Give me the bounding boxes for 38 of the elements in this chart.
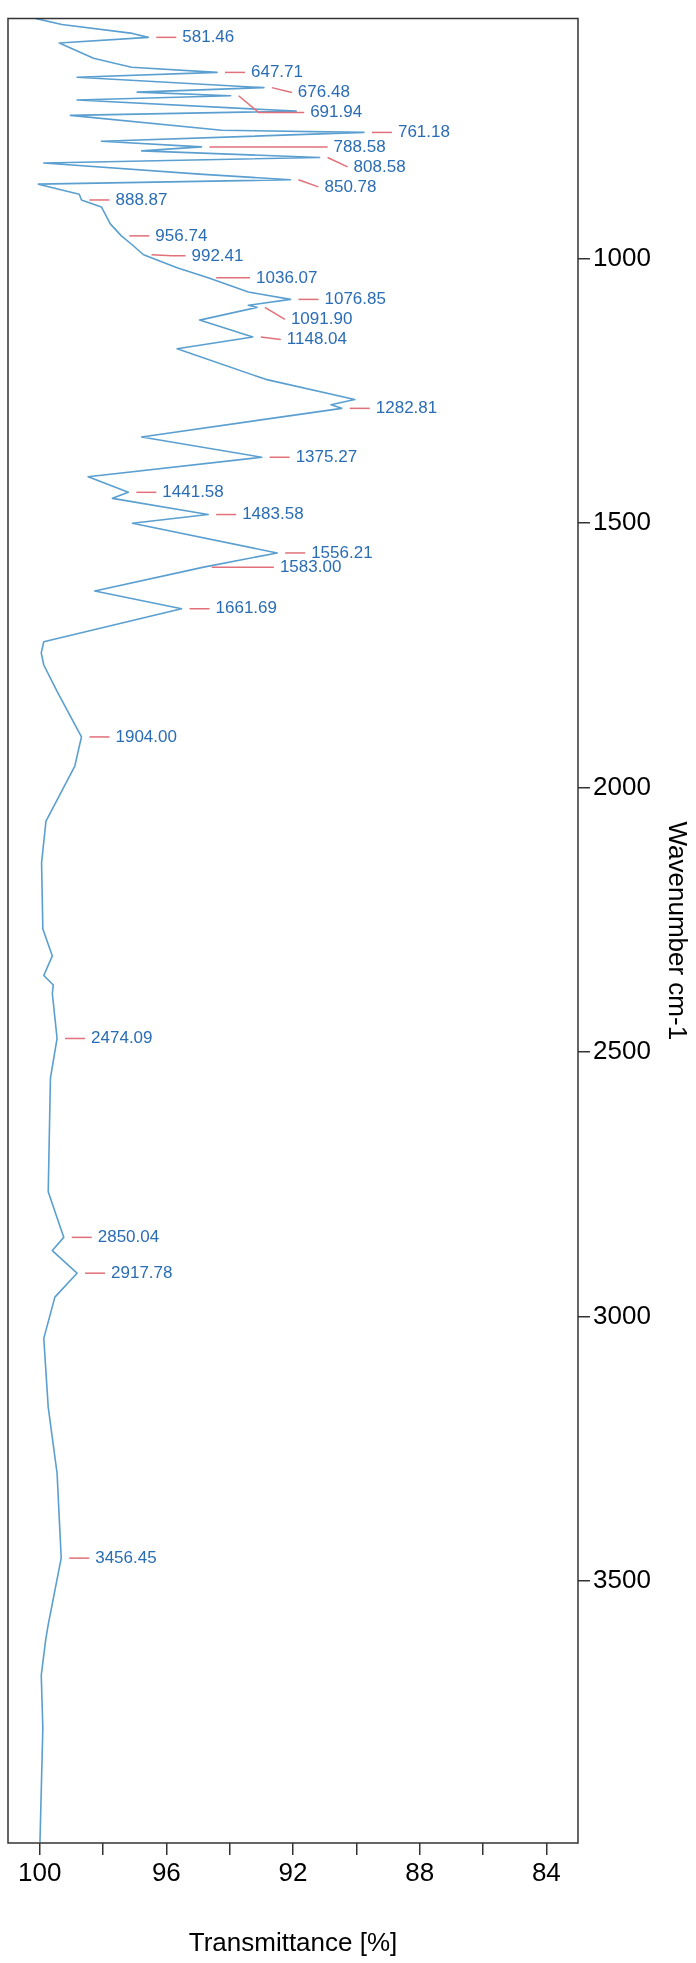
annotation: 1091.90 [290,309,353,329]
annotation: 1661.69 [215,598,277,618]
y-tick-label: 3500 [593,1564,651,1595]
annotation: 3456.45 [95,1547,157,1567]
annotation: 581.46 [182,27,235,47]
annotation: 956.74 [155,225,208,245]
annotation: 1375.27 [295,446,358,466]
y-tick-label: 3000 [593,1299,651,1330]
annotation: 992.41 [191,245,244,265]
annotation: 888.87 [115,189,168,209]
annotation: 2474.09 [91,1028,153,1048]
y-tick-label: 1500 [593,506,651,537]
annotation: 1282.81 [375,398,438,418]
annotation: 1904.00 [115,726,177,746]
annotation: 761.18 [397,122,450,142]
annotation: 1483.58 [242,504,304,524]
y-tick-label: 1000 [593,241,651,272]
annotation: 647.71 [251,62,303,82]
y-tick-label: 2500 [593,1035,651,1066]
annotation: 1148.04 [286,329,347,349]
y-tick-label: 2000 [593,770,651,801]
annotation: 1036.07 [256,267,318,287]
x-tick-label: 84 [531,1856,561,1887]
x-axis-title: Transmittance [%] [188,1926,398,1957]
x-tick-label: 88 [405,1856,435,1887]
x-tick-label: 92 [278,1856,308,1887]
annotation: 676.48 [297,82,350,102]
annotation: 808.58 [353,156,406,176]
annotation: 1441.58 [162,482,224,502]
annotation: 2917.78 [111,1262,173,1282]
y-axis-title: Wavenumber cm-1 [663,821,694,1041]
annotation: 788.58 [333,136,386,156]
annotation: 850.78 [324,176,377,196]
annotation: 1076.85 [324,289,386,309]
annotation: 691.94 [310,102,363,122]
annotation: 2850.04 [97,1227,160,1247]
x-tick-label: 96 [151,1856,181,1887]
x-tick-label: 100 [17,1856,62,1887]
